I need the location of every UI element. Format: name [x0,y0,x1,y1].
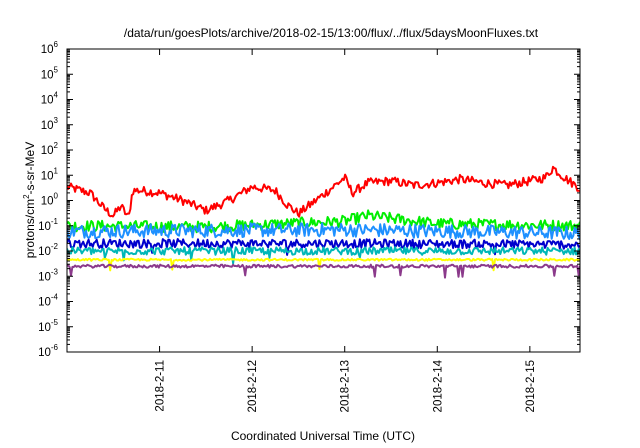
y-tick-label: 10-1 [38,217,58,233]
y-tick-label: 10-3 [38,267,58,283]
y-tick-label: 10-2 [38,242,58,258]
x-tick-label: 2018-2-11 [155,360,167,412]
series-line-1 [67,209,580,234]
series-line-2 [67,222,580,241]
x-tick-label: 2018-2-15 [525,360,537,412]
series-line-4 [67,246,580,265]
series-layer [67,165,580,279]
y-tick-label: 10-5 [38,318,58,334]
y-tick-label: 103 [41,116,59,132]
y-tick-label: 10-4 [38,293,58,309]
y-axis-label: protons/cm2-s-sr-MeV [22,142,37,258]
y-tick-label: 104 [41,91,59,107]
y-tick-label: 100 [41,192,59,208]
chart-title: /data/run/goesPlots/archive/2018-02-15/1… [124,26,539,40]
x-axis: 2018-2-11 2018-2-12 2018-2-13 2018-2-14 2018… [155,49,537,412]
y-tick-label: 106 [41,40,59,56]
y-axis: 10-6 10-5 10-4 10-3 10-2 10-1 100 101 102 103 104 1… [38,40,580,359]
y-tick-label: 105 [41,65,59,81]
x-tick-label: 2018-2-12 [247,360,259,412]
y-tick-label: 101 [41,166,59,182]
x-axis-label: Coordinated Universal Time (UTC) [231,429,415,443]
plot-frame [66,48,581,353]
series-line-6 [67,263,580,279]
y-tick-label: 10-6 [38,343,58,359]
series-line-0 [67,165,580,218]
y-tick-label: 102 [41,141,59,157]
series-line-5 [67,257,580,272]
x-tick-label: 2018-2-13 [340,360,352,412]
x-tick-label: 2018-2-14 [432,359,444,412]
